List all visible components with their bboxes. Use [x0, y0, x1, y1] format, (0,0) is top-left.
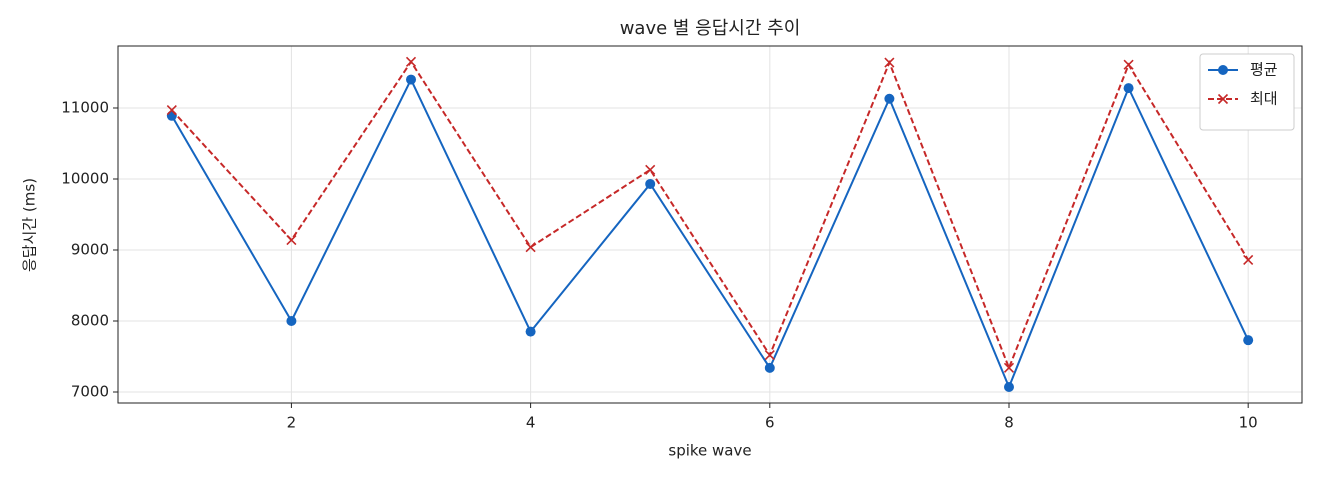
marker: [884, 93, 895, 104]
y-tick-label: 11000: [61, 98, 109, 116]
y-tick-label: 8000: [71, 311, 109, 329]
legend-label: 평균: [1250, 61, 1278, 79]
marker: [1003, 382, 1014, 393]
plot-frame: [117, 45, 1303, 404]
marker: [1243, 254, 1254, 265]
line: [171, 59, 1250, 371]
marker: [286, 234, 297, 246]
y-axis-label: 응답시간 (ms): [21, 178, 39, 272]
legend-marker: [1218, 65, 1228, 75]
marker: [286, 315, 297, 326]
x-axis-label: spike wave: [668, 442, 751, 460]
marker: [525, 326, 536, 337]
marker: [1123, 59, 1134, 70]
legend-box: [1199, 53, 1295, 131]
legend-label: 최대: [1250, 90, 1278, 108]
marker: [764, 362, 775, 373]
y-tick-label: 7000: [71, 382, 109, 400]
x-tick-label: 8: [1004, 414, 1014, 432]
chart-title: wave 별 응답시간 추이: [620, 18, 801, 39]
marker: [884, 57, 895, 68]
marker: [764, 350, 775, 361]
x-tick-label: 2: [287, 414, 297, 432]
marker: [1243, 335, 1254, 346]
y-tick-label: 9000: [71, 240, 109, 258]
marker: [405, 56, 417, 67]
marker: [525, 242, 536, 253]
marker: [645, 178, 656, 189]
marker: [166, 110, 177, 121]
y-tick-label: 10000: [61, 169, 109, 187]
marker: [1123, 83, 1134, 94]
marker: [406, 74, 417, 85]
marker: [645, 164, 656, 175]
legend-marker: [1217, 93, 1229, 105]
line: [170, 77, 1250, 390]
x-tick-label: 6: [765, 414, 775, 432]
x-tick-label: 4: [526, 414, 536, 432]
x-tick-label: 10: [1239, 414, 1258, 432]
marker: [1003, 362, 1015, 373]
marker: [166, 105, 177, 116]
